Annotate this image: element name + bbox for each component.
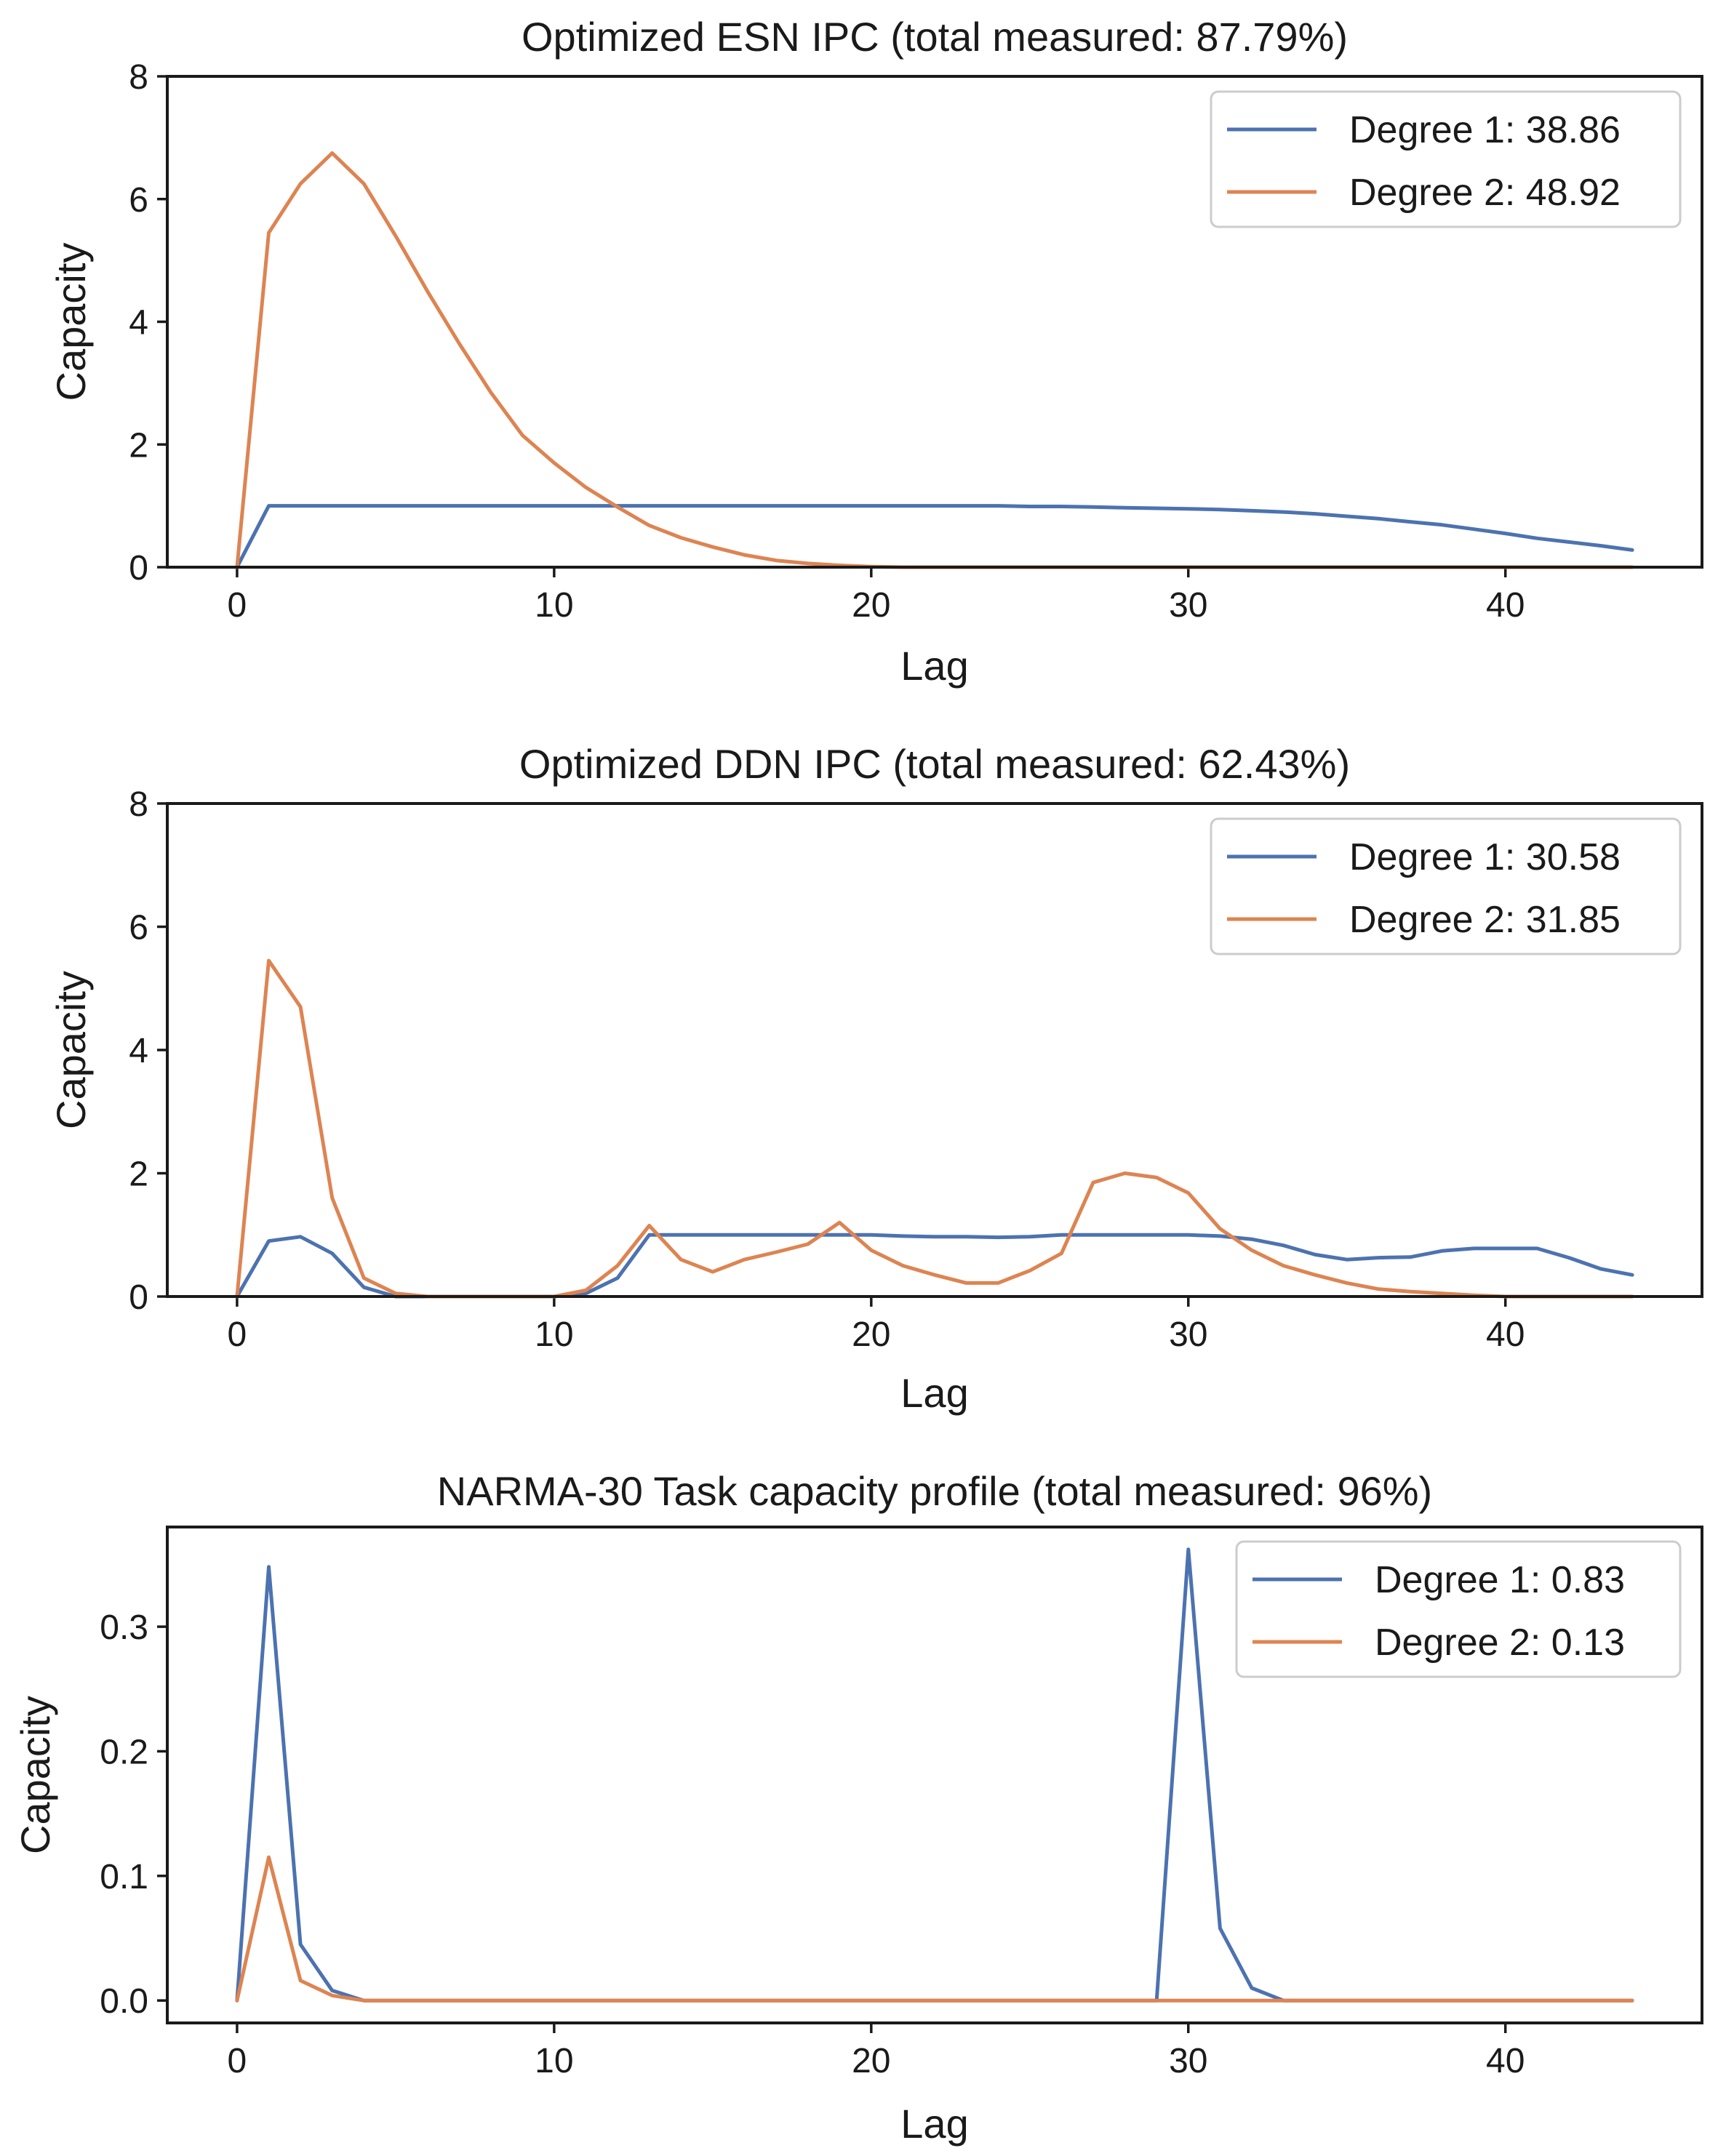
series-line-degree-1 <box>235 1233 1634 1299</box>
y-tick-label: 6 <box>129 909 148 947</box>
legend: Degree 1: 30.58 Degree 2: 31.85 <box>1210 817 1682 955</box>
y-tick-label: 8 <box>129 58 148 97</box>
legend-entry: Degree 2: 0.13 <box>1375 1622 1625 1664</box>
x-tick-label: 30 <box>1169 1315 1207 1354</box>
y-tick-label: 0 <box>129 549 148 588</box>
legend-frame <box>1235 1540 1682 1678</box>
panel-narma: NARMA-30 Task capacity profile (total me… <box>12 1468 1703 2147</box>
y-axis-label: Capacity <box>48 971 94 1129</box>
x-tick-label: 0 <box>228 2042 247 2080</box>
x-axis-label: Lag <box>900 643 968 689</box>
panel-ddn: Optimized DDN IPC (total measured: 62.43… <box>48 741 1703 1416</box>
plot-frame <box>166 1526 1703 2024</box>
y-tick-label: 2 <box>129 1155 148 1194</box>
y-tick-label: 8 <box>129 785 148 824</box>
legend-entry: Degree 2: 31.85 <box>1349 899 1621 941</box>
series-group <box>235 958 1634 1299</box>
y-axis-label: Capacity <box>12 1696 58 1854</box>
x-tick-label: 0 <box>228 586 247 625</box>
panel-title: Optimized ESN IPC (total measured: 87.79… <box>522 14 1348 60</box>
panel-esn: Optimized ESN IPC (total measured: 87.79… <box>48 14 1703 689</box>
x-tick-label: 10 <box>535 1315 573 1354</box>
y-tick-label: 0.2 <box>100 1733 148 1771</box>
legend-entry: Degree 1: 30.58 <box>1349 836 1621 878</box>
x-tick-label: 20 <box>852 586 890 625</box>
x-tick-label: 10 <box>535 586 573 625</box>
plot-frame <box>166 802 1703 1298</box>
x-tick-label: 0 <box>228 1315 247 1354</box>
x-tick-label: 20 <box>852 2042 890 2080</box>
series-line-degree-1 <box>235 504 1634 569</box>
y-tick-label: 6 <box>129 181 148 220</box>
x-tick-label: 30 <box>1169 2042 1207 2080</box>
panel-title: Optimized DDN IPC (total measured: 62.43… <box>519 741 1350 787</box>
plot-frame <box>166 75 1703 569</box>
legend-entry: Degree 1: 38.86 <box>1349 109 1621 151</box>
y-tick-label: 0 <box>129 1278 148 1317</box>
x-tick-label: 30 <box>1169 586 1207 625</box>
x-tick-label: 20 <box>852 1315 890 1354</box>
x-axis-label: Lag <box>900 2101 968 2147</box>
y-tick-label: 4 <box>129 304 148 342</box>
series-group <box>235 1547 1634 2003</box>
tick-group: 0 10 20 30 40 0.0 0.1 0.2 0.3 <box>100 1608 1525 2080</box>
y-axis-label: Capacity <box>48 243 94 401</box>
x-axis-label: Lag <box>900 1370 968 1416</box>
y-tick-label: 0.1 <box>100 1858 148 1896</box>
y-tick-label: 0.0 <box>100 1982 148 2021</box>
series-line-degree-2 <box>235 958 1634 1299</box>
y-tick-label: 0.3 <box>100 1608 148 1647</box>
legend-frame <box>1210 90 1682 228</box>
legend-entry: Degree 2: 48.92 <box>1349 172 1621 214</box>
series-line-degree-2 <box>235 1855 1634 2003</box>
x-tick-label: 40 <box>1486 2042 1525 2080</box>
x-tick-label: 40 <box>1486 586 1525 625</box>
panel-title: NARMA-30 Task capacity profile (total me… <box>437 1468 1432 1514</box>
tick-group: 0 10 20 30 40 0 2 4 6 8 <box>129 785 1525 1354</box>
x-tick-label: 10 <box>535 2042 573 2080</box>
legend: Degree 1: 38.86 Degree 2: 48.92 <box>1210 90 1682 228</box>
y-tick-label: 4 <box>129 1032 148 1070</box>
legend-entry: Degree 1: 0.83 <box>1375 1559 1625 1601</box>
tick-group: 0 10 20 30 40 0 2 4 6 8 <box>129 58 1525 625</box>
legend: Degree 1: 0.83 Degree 2: 0.13 <box>1235 1540 1682 1678</box>
y-tick-label: 2 <box>129 426 148 465</box>
x-tick-label: 40 <box>1486 1315 1525 1354</box>
legend-frame <box>1210 817 1682 955</box>
